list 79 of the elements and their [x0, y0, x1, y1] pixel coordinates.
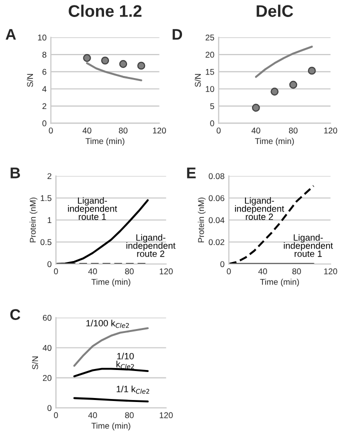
y-tick-label: 0	[47, 261, 52, 268]
y-axis-title: S/N	[194, 74, 201, 87]
y-tick-label: 0	[42, 120, 46, 126]
text: B	[10, 168, 20, 178]
x-tick-label: 0	[54, 412, 58, 418]
point	[270, 88, 279, 96]
y-tick-label: 0.04	[208, 217, 224, 224]
x-tick-label: 40	[252, 128, 260, 134]
y-tick-label: 25	[206, 34, 214, 40]
x-tick-label: 120	[153, 128, 166, 134]
series-label: 1/100 k$_{Cle2}$	[86, 320, 129, 328]
text: E	[187, 168, 196, 178]
y-axis-title: Protein (nM)	[30, 198, 38, 242]
y-tick-label: 2	[48, 173, 52, 180]
series-label: Ligand-independent route 1	[284, 234, 333, 257]
x-tick-label: 120	[324, 128, 338, 134]
x-axis-title: Time (min)	[91, 278, 130, 286]
line-series	[73, 368, 149, 378]
point	[119, 60, 128, 68]
y-tick-label: 10	[38, 34, 46, 40]
x-tick-label: 120	[160, 412, 173, 418]
point	[252, 104, 260, 112]
y-tick-label: 1.5	[40, 195, 52, 202]
y-tick-label: 15	[206, 69, 214, 75]
y-tick-label: 0	[220, 261, 224, 268]
x-tick-label: 120	[160, 268, 173, 274]
y-tick-label: 10	[206, 86, 214, 92]
x-tick-label: 40	[88, 268, 97, 274]
y-tick-label: 0	[210, 120, 214, 126]
x-tick-label: 40	[258, 268, 268, 274]
x-tick-label: 120	[324, 268, 338, 274]
y-tick-label: 2	[42, 103, 46, 110]
y-tick-label: 4	[42, 86, 46, 92]
x-tick-label: 80	[288, 128, 298, 134]
text: D	[172, 29, 182, 40]
y-tick-label: 0.5	[40, 239, 52, 246]
x-tick-label: 80	[292, 268, 301, 274]
series-label: Ligand-independent route 2	[126, 234, 176, 257]
point	[289, 80, 298, 89]
x-axis-title: Time (min)	[86, 138, 124, 146]
point	[101, 56, 110, 65]
y-tick-label: 0.08	[208, 173, 224, 180]
y-axis-title: Protein (nM)	[198, 198, 206, 242]
y-tick-label: 60	[42, 314, 52, 321]
y-tick-label: 0.02	[208, 239, 224, 246]
y-tick-label: 0	[47, 405, 52, 411]
x-tick-label: 80	[125, 268, 134, 274]
x-tick-label: 0	[226, 268, 231, 274]
y-tick-label: 20	[42, 375, 52, 381]
series-label: Ligand-independent route 2	[235, 197, 284, 220]
y-tick-label: 20	[206, 52, 214, 58]
series-label: 1/1 k$_{Cle2}$	[116, 386, 150, 394]
y-tick-label: 40	[42, 344, 52, 351]
series-label: Ligand-independent route 1	[68, 197, 118, 220]
text: A	[6, 29, 16, 40]
point	[83, 54, 91, 62]
x-axis-title: Time (min)	[260, 278, 299, 286]
chart-title: Clone 1.2	[68, 4, 142, 17]
point	[308, 66, 316, 75]
x-tick-label: 80	[125, 412, 134, 418]
y-tick-label: 1	[48, 217, 52, 224]
y-tick-label: 5	[210, 103, 214, 110]
line-series	[254, 46, 313, 78]
y-tick-label: 0.06	[208, 195, 224, 202]
series-label: 1/10 k$_{Cle2}$	[116, 352, 134, 369]
x-tick-label: 0	[54, 268, 58, 274]
x-axis-title: Time (min)	[255, 138, 294, 146]
y-axis-title: S/N	[32, 356, 38, 370]
chart-title: DelC	[256, 4, 294, 17]
text: C	[10, 309, 20, 320]
y-tick-label: 8	[42, 52, 46, 58]
x-axis-title: Time (min)	[91, 422, 130, 430]
point	[137, 62, 146, 70]
x-tick-label: 40	[82, 128, 92, 134]
y-tick-label: 6	[42, 68, 46, 75]
line-series	[73, 327, 149, 367]
y-axis-title: S/N	[26, 74, 33, 87]
x-tick-label: 40	[88, 412, 97, 418]
x-tick-label: 80	[118, 128, 128, 134]
